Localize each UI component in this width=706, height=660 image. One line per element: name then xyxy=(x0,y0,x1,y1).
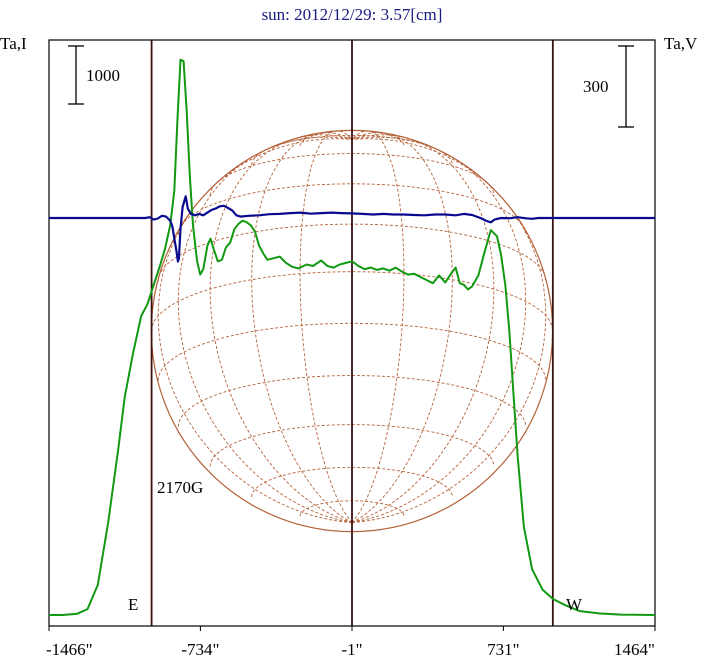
right-axis-label: Ta,V xyxy=(664,34,698,53)
longitude-line xyxy=(351,136,527,524)
chart-title: sun: 2012/12/29: 3.57[cm] xyxy=(262,5,443,24)
longitude-line xyxy=(251,132,353,524)
longitude-line xyxy=(351,130,405,523)
right-scale-value: 300 xyxy=(583,77,609,96)
reference-lines xyxy=(150,40,554,626)
longitude-line xyxy=(177,136,353,524)
right-scale-bar xyxy=(618,45,634,128)
series-line-ta-i xyxy=(49,58,656,616)
x-tick-label: 731" xyxy=(487,640,519,659)
series-line-ta-v xyxy=(49,195,655,263)
x-axis-ticks: -1466" -734" -1" 731" 1464" xyxy=(46,626,656,659)
left-scale-bar xyxy=(68,45,84,105)
peak-field-annotation: 2170G xyxy=(157,478,203,497)
left-axis-label: Ta,I xyxy=(0,34,27,53)
left-scale-value: 1000 xyxy=(86,66,120,85)
east-limb-label: E xyxy=(128,595,138,614)
x-tick-label: -1466" xyxy=(46,640,93,659)
longitude-line xyxy=(351,138,547,524)
x-tick-label: -1" xyxy=(341,640,362,659)
latitude-line xyxy=(150,271,554,332)
latitude-line xyxy=(251,134,453,166)
longitude-line xyxy=(209,134,353,524)
data-series xyxy=(49,58,656,616)
x-tick-label: -734" xyxy=(181,640,219,659)
west-limb-label: W xyxy=(566,595,583,614)
longitude-line xyxy=(157,138,353,524)
x-tick-label: 1464" xyxy=(614,640,655,659)
longitude-line xyxy=(299,130,353,523)
